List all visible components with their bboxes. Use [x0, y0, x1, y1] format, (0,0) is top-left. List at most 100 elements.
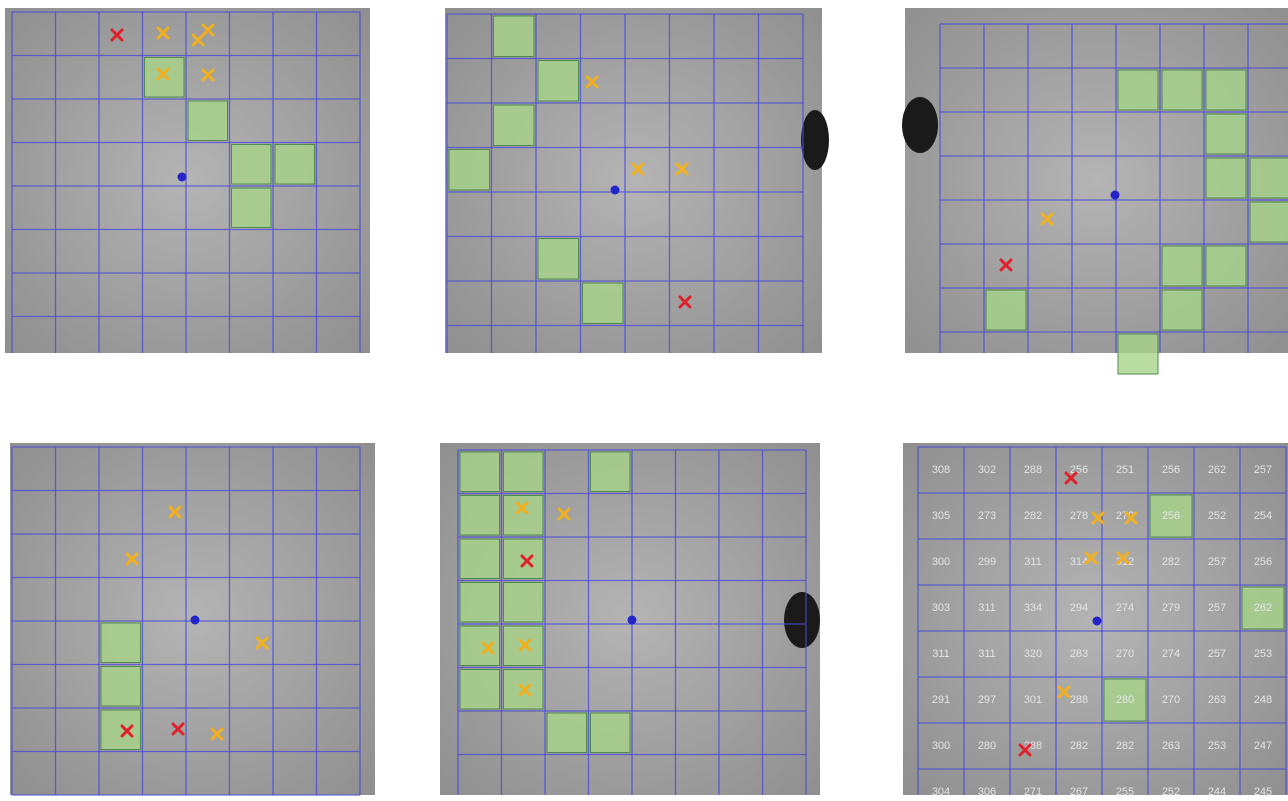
optic-disc — [902, 97, 938, 153]
cell-value: 282 — [1116, 740, 1134, 752]
green-cell — [460, 539, 500, 579]
green-cell — [583, 283, 624, 324]
fixation-point — [611, 186, 620, 195]
cell-value: 297 — [978, 694, 996, 706]
cell-value: 294 — [1070, 602, 1088, 614]
green-cell — [460, 626, 500, 666]
green-cell — [1250, 202, 1288, 242]
cell-value: 254 — [1254, 510, 1272, 522]
page: 308 302 288 256 251 256 262 257 305 273 282 278 270 2… — [0, 0, 1288, 796]
cell-value: 320 — [1024, 648, 1042, 660]
green-cell — [504, 452, 544, 492]
green-cell — [101, 667, 141, 707]
cell-value: 256 — [1254, 556, 1272, 568]
green-cell — [449, 150, 490, 191]
green-cell — [275, 145, 315, 185]
fixation-point — [1093, 617, 1102, 626]
cell-value: 267 — [1070, 786, 1088, 796]
cell-value: 253 — [1254, 648, 1272, 660]
cell-value: 282 — [1024, 510, 1042, 522]
optic-disc — [784, 592, 820, 648]
green-cell — [1250, 158, 1288, 198]
cell-value: 262 — [1254, 602, 1272, 614]
fixation-point — [1111, 191, 1120, 200]
cell-value: 252 — [1162, 786, 1180, 796]
green-cell — [494, 16, 535, 57]
cell-value: 253 — [1208, 740, 1226, 752]
green-cell — [1162, 246, 1202, 286]
green-cell — [538, 239, 579, 280]
cell-value: 247 — [1254, 740, 1272, 752]
green-cell — [504, 496, 544, 536]
green-cell — [232, 145, 272, 185]
green-cell — [538, 61, 579, 102]
cell-value: 251 — [1116, 464, 1134, 476]
cell-value: 291 — [932, 694, 950, 706]
cell-value: 278 — [1070, 510, 1088, 522]
cell-value: 256 — [1070, 464, 1088, 476]
cell-value: 288 — [1024, 464, 1042, 476]
cell-value: 334 — [1024, 602, 1042, 614]
cell-value: 305 — [932, 510, 950, 522]
figure: 308 302 288 256 251 256 262 257 305 273 282 278 270 2… — [0, 0, 1288, 796]
cell-value: 302 — [978, 464, 996, 476]
cell-value: 288 — [1070, 694, 1088, 706]
cell-value: 255 — [1116, 786, 1134, 796]
cell-value: 248 — [1254, 694, 1272, 706]
cell-value: 280 — [1116, 694, 1134, 706]
cell-value: 306 — [978, 786, 996, 796]
cell-value: 271 — [1024, 786, 1042, 796]
green-cell — [1118, 334, 1158, 374]
cell-value: 279 — [1162, 602, 1180, 614]
cell-value: 262 — [1208, 464, 1226, 476]
green-cell — [494, 105, 535, 146]
cell-value: 308 — [932, 464, 950, 476]
cell-value: 282 — [1070, 740, 1088, 752]
cell-value: 270 — [1116, 648, 1134, 660]
cell-value: 273 — [978, 510, 996, 522]
green-cell — [504, 583, 544, 623]
green-cell — [460, 670, 500, 710]
cell-value: 300 — [932, 556, 950, 568]
fundus-image — [5, 8, 370, 353]
cell-value: 245 — [1254, 786, 1272, 796]
green-cell — [460, 452, 500, 492]
cell-value: 263 — [1208, 694, 1226, 706]
green-cell — [101, 710, 141, 750]
optic-disc — [801, 110, 829, 170]
green-cell — [1206, 70, 1246, 110]
cell-value: 282 — [1162, 556, 1180, 568]
cell-value: 301 — [1024, 694, 1042, 706]
fixation-point — [191, 616, 200, 625]
cell-value: 299 — [978, 556, 996, 568]
green-cell — [591, 713, 631, 753]
cell-value: 303 — [932, 602, 950, 614]
green-cell — [1206, 158, 1246, 198]
green-cell — [101, 623, 141, 663]
green-cell — [591, 452, 631, 492]
fixation-point — [628, 616, 637, 625]
cell-value: 300 — [932, 740, 950, 752]
green-cell — [1206, 114, 1246, 154]
green-cell — [1162, 70, 1202, 110]
green-cell — [1206, 246, 1246, 286]
cell-value: 311 — [932, 648, 950, 660]
cell-value: 311 — [978, 648, 996, 660]
cell-value: 244 — [1208, 786, 1226, 796]
green-cell — [547, 713, 587, 753]
cell-value: 256 — [1162, 510, 1180, 522]
cell-value: 263 — [1162, 740, 1180, 752]
green-cell — [232, 188, 272, 228]
cell-value: 311 — [1024, 556, 1042, 568]
cell-value: 283 — [1070, 648, 1088, 660]
cell-value: 257 — [1208, 556, 1226, 568]
cell-value: 270 — [1162, 694, 1180, 706]
cell-value: 280 — [978, 740, 996, 752]
fixation-point — [178, 173, 187, 182]
green-cell — [460, 583, 500, 623]
fundus-image — [445, 8, 822, 353]
green-cell — [986, 290, 1026, 330]
cell-value: 274 — [1162, 648, 1180, 660]
cell-value: 274 — [1116, 602, 1134, 614]
cell-value: 257 — [1208, 648, 1226, 660]
